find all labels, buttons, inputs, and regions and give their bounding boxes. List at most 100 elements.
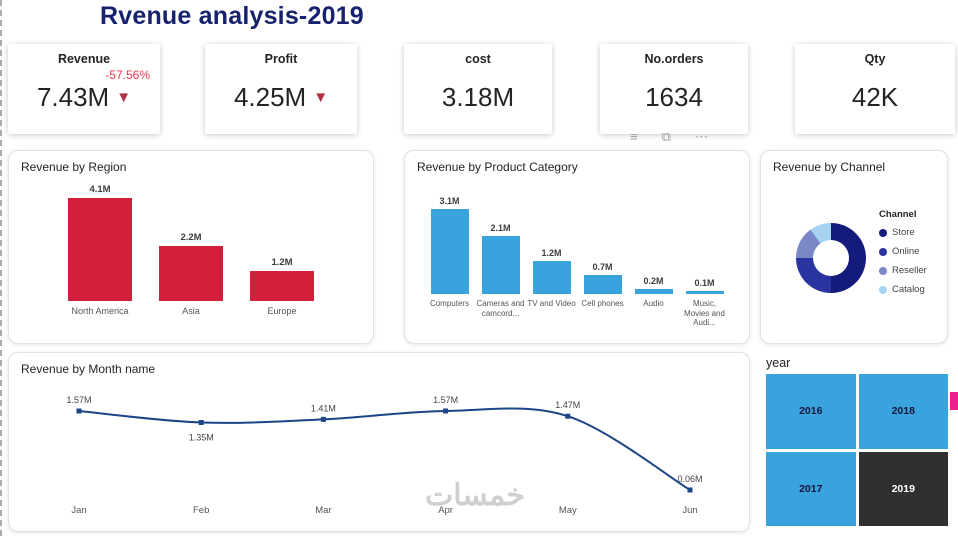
category-bars-plot: 3.1M Computers 2.1M Cameras and camcord... 1… — [405, 196, 749, 329]
bar-value-label: 2.1M — [490, 223, 511, 234]
legend-item[interactable]: Store — [879, 227, 927, 238]
page-guide-dashed-border — [0, 0, 2, 536]
point-value-label: 1.47M — [555, 400, 580, 410]
bar-group: 0.2M Audio — [634, 275, 673, 329]
bar-value-label: 3.1M — [439, 196, 460, 206]
x-axis-label: Jun — [682, 505, 697, 516]
trend-down-icon: ▼ — [313, 89, 329, 106]
bar-group: 3.1M Computers — [430, 196, 469, 329]
bar-value-label: 1.2M — [541, 248, 562, 259]
kpi-value: 7.43M — [36, 82, 110, 112]
legend-dot-icon — [879, 228, 887, 237]
edge-marker — [950, 392, 958, 410]
kpi-delta: -57.56% — [105, 68, 150, 82]
bar[interactable] — [430, 209, 469, 294]
legend-dot-icon — [879, 285, 887, 294]
kpi-label: cost — [465, 52, 491, 66]
year-button-2017[interactable]: 2017 — [766, 451, 856, 526]
bar-value-label: 0.7M — [592, 261, 613, 272]
kpi-card-profit: Profit 4.25M ▼ — [205, 44, 357, 134]
chart-title: Revenue by Product Category — [417, 160, 578, 174]
kpi-label: Profit — [264, 52, 298, 66]
line-point[interactable] — [320, 416, 326, 422]
bar[interactable] — [159, 245, 223, 301]
more-options-icon[interactable]: ⋯ — [694, 129, 708, 144]
kpi-value: 3.18M — [441, 82, 515, 112]
revenue-line — [78, 407, 691, 491]
kpi-card-orders: No.orders 1634 — [600, 44, 748, 134]
donut-hole — [813, 240, 849, 276]
bar-group: 0.7M Cell phones — [581, 261, 623, 329]
bar-value-label: 0.2M — [643, 275, 664, 286]
bar[interactable] — [532, 261, 571, 294]
year-slicer-label: year — [766, 356, 791, 370]
legend-item[interactable]: Catalog — [879, 284, 927, 295]
bar-value-label: 0.1M — [694, 278, 715, 289]
line-point[interactable] — [687, 487, 693, 493]
visual-hover-toolbar: ≡ ⧉ ⋯ — [630, 129, 708, 145]
channel-legend: Channel Store Online Reseller Catalog — [879, 209, 927, 303]
bar-group: 0.1M Music, Movies and Audi... — [684, 278, 725, 329]
bar-category-label: Cameras and camcord... — [476, 299, 525, 318]
bar[interactable] — [481, 236, 520, 294]
bar-group: 1.2M TV and Video — [527, 248, 575, 329]
bar-category-label: Europe — [267, 306, 297, 316]
point-value-label: 1.57M — [66, 395, 91, 405]
kpi-value: 42K — [851, 82, 899, 112]
legend-label: Reseller — [892, 265, 927, 276]
bar[interactable] — [634, 288, 673, 294]
year-button-2018[interactable]: 2018 — [858, 374, 948, 449]
kpi-value: 4.25M — [233, 82, 307, 112]
copy-visual-icon[interactable]: ⧉ — [661, 129, 671, 144]
bar[interactable] — [250, 270, 314, 301]
bar-value-label: 4.1M — [89, 184, 111, 195]
page-title: Rvenue analysis-2019 — [100, 2, 364, 30]
revenue-by-product-category-chart: Revenue by Product Category 3.1M Computer… — [404, 150, 750, 344]
line-chart-svg: 1.57M Jan 1.35M Feb 1.41M Mar 1.57M Apr 1.47M May… — [66, 395, 702, 516]
kpi-card-cost: cost 3.18M — [404, 44, 552, 134]
line-point[interactable] — [76, 408, 82, 414]
kpi-card-qty: Qty 42K — [795, 44, 955, 134]
donut-chart[interactable] — [796, 223, 866, 293]
legend-dot-icon — [879, 247, 887, 256]
revenue-by-channel-chart: Revenue by Channel Channel Store Online Re… — [760, 150, 948, 344]
line-point[interactable] — [565, 413, 571, 419]
legend-item[interactable]: Reseller — [879, 265, 927, 276]
bar-group: 2.1M Cameras and camcord... — [476, 223, 524, 329]
legend-dot-icon — [879, 266, 887, 275]
x-axis-label: Feb — [193, 505, 209, 516]
year-button-2019[interactable]: 2019 — [858, 451, 948, 526]
legend-title: Channel — [879, 209, 917, 220]
x-axis-label: May — [559, 505, 577, 516]
kpi-label: Revenue — [57, 52, 111, 66]
bar-category-label: North America — [71, 306, 129, 316]
bar-value-label: 2.2M — [180, 231, 202, 243]
legend-item[interactable]: Online — [879, 246, 927, 257]
bar-category-label: Cell phones — [581, 299, 624, 308]
revenue-by-month-chart: Revenue by Month name 1.57M Jan 1.35M Feb 1.… — [8, 352, 750, 532]
x-axis-label: Mar — [315, 505, 331, 516]
bar-category-label: Asia — [182, 306, 200, 316]
bar-group: 4.1M North America — [68, 184, 132, 319]
bar[interactable] — [685, 291, 724, 294]
region-bars-plot: 4.1M North America 2.2M Asia 1.2M Europe — [9, 184, 373, 319]
chart-title: Revenue by Region — [21, 160, 127, 174]
bar-category-label: Computers — [429, 299, 470, 308]
point-value-label: 1.41M — [311, 403, 336, 413]
bar[interactable] — [583, 274, 622, 294]
bar[interactable] — [68, 198, 132, 301]
kpi-value: 1634 — [645, 82, 703, 112]
filter-icon[interactable]: ≡ — [630, 129, 638, 144]
legend-label: Store — [892, 227, 915, 238]
year-button-2016[interactable]: 2016 — [766, 374, 856, 449]
bar-value-label: 1.2M — [271, 256, 293, 268]
revenue-by-region-chart: Revenue by Region 4.1M North America 2.2M A… — [8, 150, 374, 344]
x-axis-label: Jan — [71, 505, 86, 516]
bar-category-label: TV and Video — [527, 299, 576, 308]
kpi-label: No.orders — [644, 52, 704, 66]
line-point[interactable] — [443, 408, 449, 414]
bar-category-label: Music, Movies and Audi... — [684, 299, 725, 328]
bar-group: 2.2M Asia — [159, 232, 223, 319]
line-point[interactable] — [198, 420, 204, 426]
